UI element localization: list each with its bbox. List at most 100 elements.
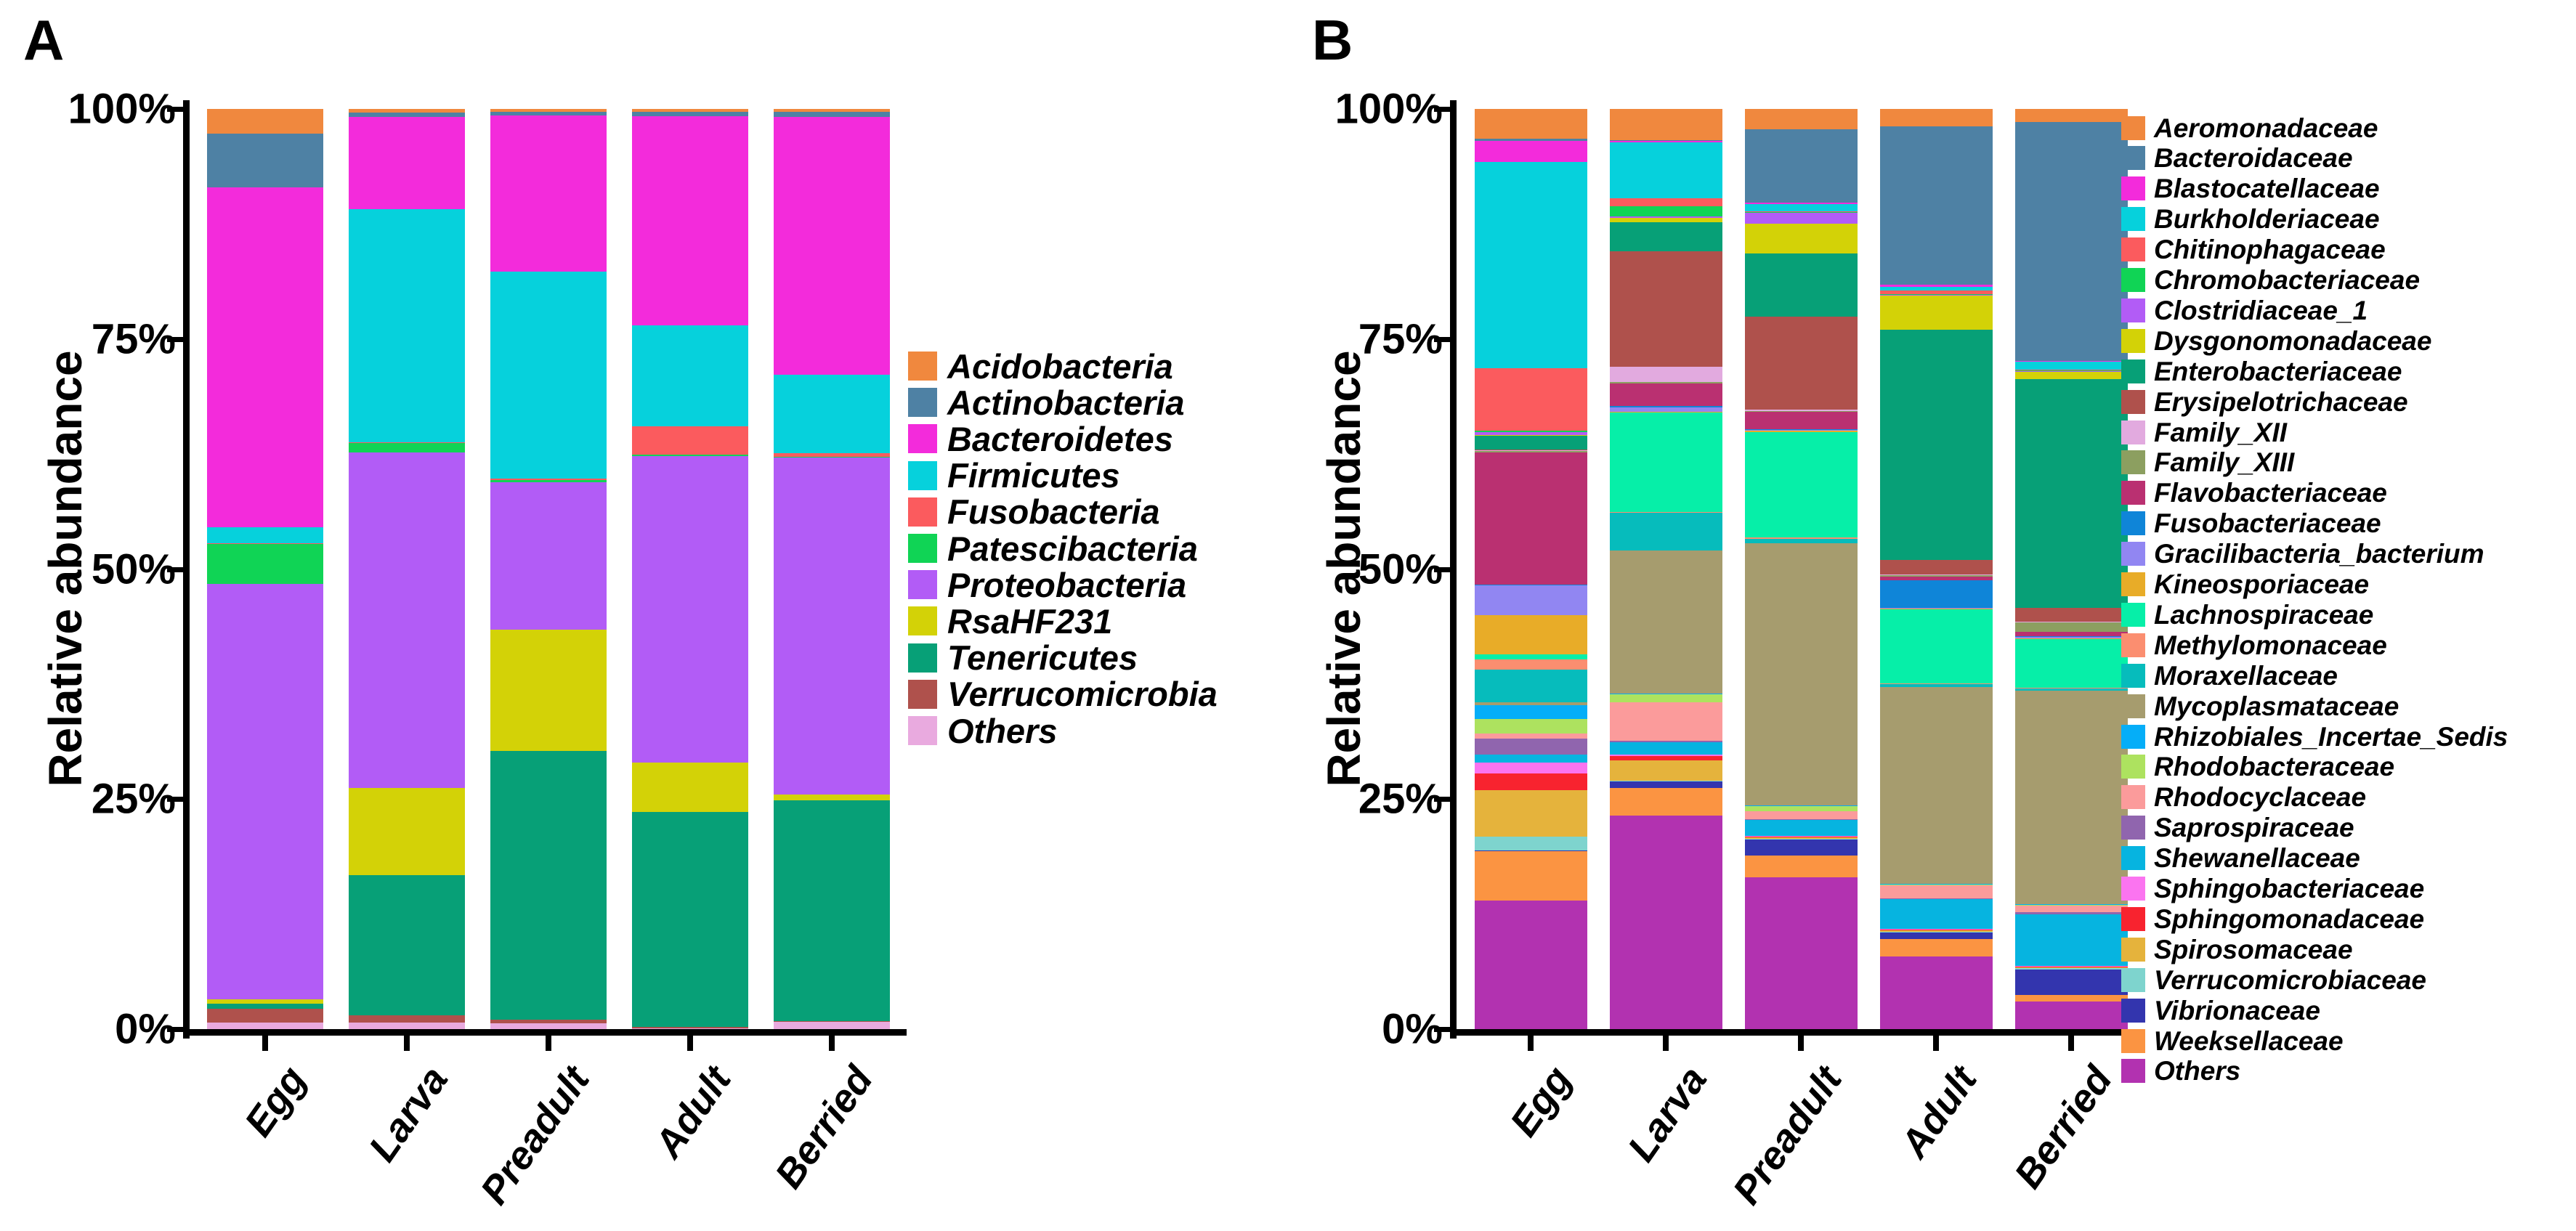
bar-segment-acidobacteria <box>632 109 748 112</box>
legend-swatch-icon <box>2121 450 2145 475</box>
legend-label: Dysgonomonadaceae <box>2154 325 2432 356</box>
x-axis-tick <box>1528 1035 1534 1051</box>
bar-segment-verrucomicrobia <box>207 1009 323 1023</box>
bar-segment-bacteroidaceae <box>2014 121 2128 362</box>
bar-segment-rhodocyclaceae <box>1744 810 1858 820</box>
bar-segment-proteobacteria <box>349 452 465 789</box>
bar-segment-bacteroidetes <box>207 187 323 528</box>
x-axis-tick <box>829 1035 835 1051</box>
y-axis-tick <box>167 336 183 342</box>
legend-label: Sphingobacteriaceae <box>2154 874 2425 903</box>
bar-segment-erysipelotrichaceae <box>1744 317 1858 410</box>
bar-segment-kineosporiaceae <box>1879 608 1993 610</box>
bar-segment-chitinophagaceae <box>1879 290 1993 294</box>
legend-swatch-icon <box>2121 816 2145 840</box>
bar-segment-chromobacteriaceae <box>1744 211 1858 214</box>
legend-swatch-icon <box>908 716 937 745</box>
bar-segment-actinobacteria <box>632 111 748 117</box>
legend-label: Firmicutes <box>947 456 1120 495</box>
bar-segment-chromobacteriaceae <box>1474 431 1587 432</box>
bar-segment-burkholderiaceae <box>1609 142 1722 198</box>
legend-label: Fusobacteria <box>947 492 1160 532</box>
bar-segment-rsahf231 <box>349 788 465 876</box>
legend-item-bacteroidaceae: Bacteroidaceae <box>2121 145 2353 171</box>
bar-segment-others <box>490 1023 607 1029</box>
bar-segment-family_xiii <box>1474 451 1587 452</box>
x-axis-label-egg: Egg <box>1502 1058 1580 1145</box>
bar-segment-tenericutes <box>207 1003 323 1009</box>
bar-segment-rhodobacteraceae <box>1744 806 1858 811</box>
bar-segment-actinobacteria <box>490 111 607 115</box>
x-axis-tick <box>262 1035 268 1051</box>
bar-segment-clostridiaceae_1 <box>2014 371 2128 373</box>
legend-item-mycoplasmataceae: Mycoplasmataceae <box>2121 693 2399 720</box>
x-axis-label-egg: Egg <box>236 1058 315 1145</box>
legend-item-firmicutes: Firmicutes <box>908 456 1120 495</box>
bar-segment-actinobacteria <box>349 113 465 118</box>
bar-segment-firmicutes <box>774 375 890 453</box>
y-axis-tick-label: 75% <box>1358 315 1443 363</box>
legend-label: Vibrionaceae <box>2154 995 2320 1025</box>
bar-segment-fusobacteria <box>207 543 323 545</box>
legend-swatch-icon <box>2121 724 2145 749</box>
bar-segment-fusobacteria <box>632 426 748 455</box>
bar-segment-dysgonomonadaceae <box>1474 434 1587 436</box>
bar-segment-weeksellaceae <box>1474 851 1587 901</box>
bar-segment-sphingomonadaceae <box>1609 755 1722 761</box>
legend-item-family_xiii: Family_XIII <box>2121 449 2294 476</box>
bar-segment-others <box>632 1028 748 1030</box>
legend-swatch-icon <box>908 570 937 600</box>
legend-label: Spirosomaceae <box>2154 934 2353 964</box>
bar-segment-fusobacteriaceae <box>1609 406 1722 407</box>
x-axis-tick <box>404 1035 410 1051</box>
bar-segment-burkholderiaceae <box>2014 362 2128 370</box>
bar-segment-rhodocyclaceae <box>1474 734 1587 739</box>
bar-segment-kineosporiaceae <box>1609 411 1722 413</box>
legend-item-chromobacteriaceae: Chromobacteriaceae <box>2121 267 2420 293</box>
legend-item-tenericutes: Tenericutes <box>908 641 1138 675</box>
bar-segment-vibrionaceae <box>2014 969 2128 996</box>
bar-segment-mycoplasmataceae <box>1879 686 1993 884</box>
bar-segment-rsahf231 <box>774 794 890 800</box>
bar-segment-fusobacteria <box>490 479 607 480</box>
x-axis-label-preadult: Preadult <box>1724 1058 1850 1212</box>
legend-item-lachnospiraceae: Lachnospiraceae <box>2121 601 2373 628</box>
bar-segment-others <box>1474 900 1587 1029</box>
bar-segment-flavobacteriaceae <box>1879 576 1993 580</box>
bar-segment-flavobacteriaceae <box>1474 452 1587 585</box>
legend-swatch-icon <box>2121 694 2145 718</box>
bar-segment-bacteroidaceae <box>1744 129 1858 203</box>
bar-segment-blastocatellaceae <box>1609 141 1722 142</box>
bar-segment-saprospiraceae <box>2014 912 2128 914</box>
bar-segment-rhodobacteraceae <box>1609 694 1722 703</box>
legend-swatch-icon <box>2121 755 2145 779</box>
bar-segment-blastocatellaceae <box>2014 361 2128 362</box>
y-axis-tick <box>1434 336 1450 342</box>
bar-segment-lachnospiraceae <box>2014 638 2128 688</box>
bar-segment-gracilibacteria_bacterium <box>1879 607 1993 609</box>
bar-segment-proteobacteria <box>207 583 323 1000</box>
legend-item-sphingobacteriaceae: Sphingobacteriaceae <box>2121 875 2424 902</box>
x-axis-tick <box>546 1035 551 1051</box>
x-axis-line <box>1450 1029 2134 1036</box>
bar-segment-kineosporiaceae <box>1744 431 1858 432</box>
legend-item-sphingomonadaceae: Sphingomonadaceae <box>2121 906 2424 933</box>
bar-segment-saprospiraceae <box>1474 738 1587 755</box>
bar-segment-bacteroidaceae <box>1879 126 1993 285</box>
bar-segment-rhodocyclaceae <box>2014 906 2128 913</box>
bar-segment-aeromonadaceae <box>2014 109 2128 122</box>
bar-segment-rhodobacteraceae <box>2014 904 2128 906</box>
bar-segment-others <box>1609 816 1722 1029</box>
bar-segment-moraxellaceae <box>2014 688 2128 691</box>
legend-label: Weeksellaceae <box>2154 1025 2344 1056</box>
x-axis-label-preadult: Preadult <box>471 1058 598 1212</box>
y-axis-tick <box>1434 107 1450 112</box>
legend-item-moraxellaceae: Moraxellaceae <box>2121 662 2338 689</box>
bar-segment-spirosomaceae <box>1609 760 1722 781</box>
bar-segment-aeromonadaceae <box>1474 109 1587 139</box>
legend-swatch-icon <box>2121 937 2145 962</box>
legend-item-chitinophagaceae: Chitinophagaceae <box>2121 236 2386 263</box>
bar-segment-spirosomaceae <box>2014 967 2128 969</box>
bar-segment-moraxellaceae <box>1879 683 1993 687</box>
bar-segment-rhodocyclaceae <box>1879 885 1993 899</box>
